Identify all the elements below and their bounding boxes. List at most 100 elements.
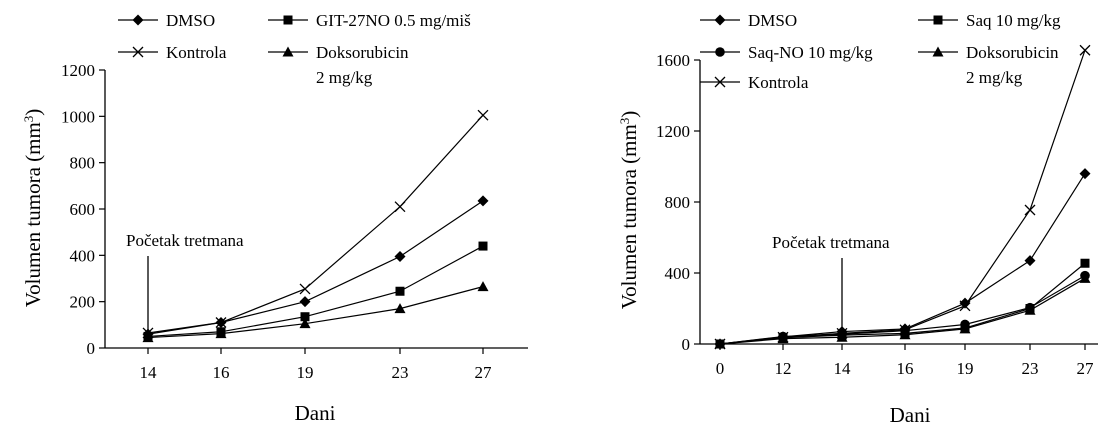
data-point-x: [959, 300, 971, 312]
data-point-triangle: [299, 318, 311, 329]
data-point-x: [836, 327, 848, 339]
data-point-square: [395, 286, 405, 296]
annotation-right: Početak tretmana: [772, 233, 890, 333]
series-line: [147, 286, 484, 339]
legend-marker-x: [132, 46, 144, 58]
x-tick-label: 14: [140, 363, 158, 382]
axes-left: [104, 70, 528, 349]
legend-label: Kontrola: [166, 43, 227, 62]
data-point-x: [899, 324, 911, 336]
legend-label: Saq-NO 10 mg/kg: [748, 43, 873, 62]
legend-item-dmso: DMSO: [700, 11, 797, 30]
y-tick-label: 800: [665, 193, 691, 212]
data-point-square: [300, 312, 310, 322]
x-tick-label: 19: [297, 363, 314, 382]
legend-item-doksorubicin-2-mg-kg: Doksorubicin 2 mg/kg: [268, 43, 409, 87]
data-point-triangle: [1079, 272, 1091, 283]
legend-item-saq-no-10-mg-kg: Saq-NO 10 mg/kg: [700, 43, 873, 62]
data-point-diamond: [477, 195, 489, 207]
legend-marker-circle: [715, 47, 725, 57]
series-kontrola: [142, 109, 489, 339]
data-point-square: [1080, 258, 1090, 268]
data-point-x: [777, 331, 789, 343]
y-tick-label: 1000: [61, 107, 95, 126]
y-ticks-right: 0 400 800 1200 1600: [656, 51, 700, 354]
legend-marker-triangle: [932, 46, 944, 57]
data-point-diamond: [1024, 255, 1036, 267]
data-point-square: [478, 241, 488, 251]
x-tick-label: 19: [957, 359, 974, 378]
legend-label: Doksorubicin: [316, 43, 409, 62]
x-ticks-left: 14 16 19 23 27: [140, 348, 493, 382]
legend-marker-square: [283, 15, 293, 25]
legend-item-doksorubicin-2-mg-kg: Doksorubicin 2 mg/kg: [918, 43, 1059, 87]
data-point-triangle: [899, 329, 911, 340]
y-tick-label: 800: [70, 154, 96, 173]
legend-marker-square: [933, 15, 943, 25]
legend-label: Doksorubicin: [966, 43, 1059, 62]
series-doksorubicin-2-mg-kg: [142, 281, 489, 343]
x-tick-label: 0: [716, 359, 725, 378]
data-point-triangle: [959, 323, 971, 334]
data-point-triangle: [836, 331, 848, 342]
y-tick-label: 400: [665, 264, 691, 283]
data-point-x: [299, 283, 311, 295]
x-tick-label: 23: [392, 363, 409, 382]
y-tick-label: 1600: [656, 51, 690, 70]
y-ticks-left: 0 200 400 600 800 1000 1200: [61, 61, 105, 358]
data-point-triangle: [1024, 304, 1036, 315]
data-point-triangle: [477, 281, 489, 292]
chart-left: DMSO GIT-27NO 0.5 mg/miš Kontrola Doksorubi…: [21, 11, 528, 425]
x-tick-label: 16: [897, 359, 914, 378]
legend-label: DMSO: [748, 11, 797, 30]
legend-marker-x: [714, 76, 726, 88]
annotation-text: Početak tretmana: [126, 231, 244, 250]
y-tick-label: 1200: [656, 122, 690, 141]
data-point-diamond: [1079, 168, 1091, 180]
data-point-diamond: [394, 250, 406, 262]
legend-left: DMSO GIT-27NO 0.5 mg/miš Kontrola Doksorubi…: [118, 11, 471, 87]
x-axis-label: Dani: [890, 403, 931, 427]
x-axis-label: Dani: [295, 401, 336, 425]
series-kontrola: [714, 44, 1091, 350]
series-right: [714, 44, 1091, 350]
y-tick-label: 1200: [61, 61, 95, 80]
data-point-x: [477, 109, 489, 121]
y-tick-label: 0: [87, 339, 96, 358]
legend-item-kontrola: Kontrola: [700, 73, 809, 92]
annotation-text: Početak tretmana: [772, 233, 890, 252]
legend-marker-diamond: [132, 14, 144, 26]
legend-item-saq-10-mg-kg: Saq 10 mg/kg: [918, 11, 1061, 30]
legend-right: DMSO Saq 10 mg/kg Saq-NO 10 mg/kg Doksorubi…: [700, 11, 1061, 92]
x-tick-label: 16: [213, 363, 230, 382]
x-tick-label: 27: [475, 363, 493, 382]
series-dmso: [142, 195, 489, 340]
legend-marker-triangle: [282, 46, 294, 57]
data-point-triangle: [394, 303, 406, 314]
data-point-x: [1024, 204, 1036, 216]
series-line: [147, 245, 484, 338]
y-tick-label: 400: [70, 246, 96, 265]
annotation-left: Početak tretmana: [126, 231, 244, 335]
data-point-x: [714, 338, 726, 350]
legend-label: Saq 10 mg/kg: [966, 11, 1061, 30]
legend-item-dmso: DMSO: [118, 11, 215, 30]
x-ticks-right: 0 12 14 16 19 23 27: [716, 344, 1094, 378]
x-tick-label: 23: [1022, 359, 1039, 378]
legend-label: Kontrola: [748, 73, 809, 92]
legend-marker-diamond: [714, 14, 726, 26]
x-tick-label: 12: [775, 359, 792, 378]
legend-label: GIT-27NO 0.5 mg/miš: [316, 11, 471, 30]
legend-item-kontrola: Kontrola: [118, 43, 227, 62]
data-point-diamond: [299, 296, 311, 308]
data-point-diamond: [959, 297, 971, 309]
series-dmso: [714, 168, 1091, 350]
legend-label: 2 mg/kg: [966, 68, 1023, 87]
y-axis-label: Volumen tumora (mm3): [21, 109, 46, 308]
legend-label: DMSO: [166, 11, 215, 30]
series-line: [719, 50, 1086, 345]
chart-right: DMSO Saq 10 mg/kg Saq-NO 10 mg/kg Doksorubi…: [617, 11, 1098, 427]
y-axis-label: Volumen tumora (mm3): [617, 111, 642, 310]
y-tick-label: 0: [682, 335, 691, 354]
